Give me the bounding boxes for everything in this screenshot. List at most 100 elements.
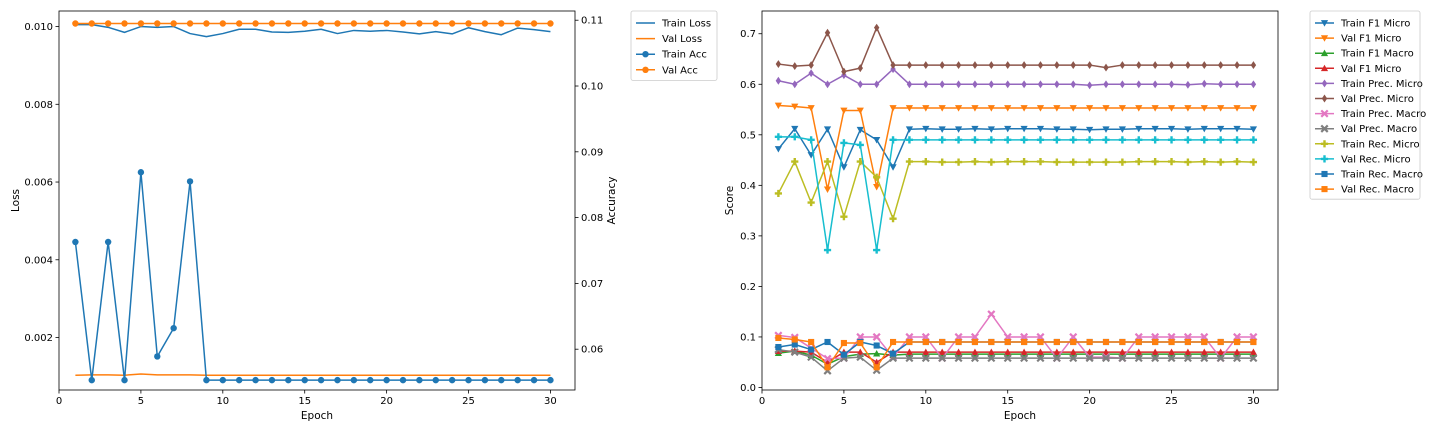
data-point-shape bbox=[906, 80, 913, 89]
data-point bbox=[971, 338, 979, 346]
data-point bbox=[1070, 61, 1076, 70]
data-point bbox=[1135, 338, 1142, 346]
data-point-shape bbox=[987, 354, 996, 363]
data-point bbox=[1118, 158, 1126, 166]
data-point-shape bbox=[219, 376, 227, 384]
data-point-shape bbox=[938, 126, 946, 133]
data-point-shape bbox=[547, 376, 554, 384]
data-point bbox=[268, 376, 276, 384]
legend-marker bbox=[1321, 186, 1328, 193]
data-point bbox=[791, 341, 798, 348]
data-point bbox=[1037, 61, 1044, 70]
x-axis-label: Epoch bbox=[301, 410, 333, 422]
data-point bbox=[1135, 136, 1143, 144]
data-point-shape bbox=[922, 157, 930, 166]
data-point-shape bbox=[1053, 136, 1061, 144]
legend-marker bbox=[642, 51, 649, 58]
data-point-shape bbox=[972, 80, 978, 89]
data-point bbox=[1135, 348, 1143, 355]
data-point-shape bbox=[448, 20, 456, 27]
data-point bbox=[367, 20, 374, 27]
data-point bbox=[448, 376, 456, 384]
data-point bbox=[840, 164, 848, 171]
data-point bbox=[1086, 105, 1094, 112]
data-point-shape bbox=[840, 339, 847, 347]
x-tick-label: 10 bbox=[216, 396, 229, 407]
data-point bbox=[268, 20, 276, 27]
data-point bbox=[1217, 348, 1225, 355]
data-point-shape bbox=[1152, 80, 1158, 89]
data-point-shape bbox=[988, 80, 995, 89]
data-point bbox=[1135, 105, 1143, 112]
data-point bbox=[873, 173, 881, 181]
data-point-shape bbox=[219, 20, 227, 27]
data-point-shape bbox=[1201, 61, 1207, 70]
data-point bbox=[775, 60, 782, 69]
data-point bbox=[1005, 61, 1011, 70]
data-point-shape bbox=[1004, 348, 1012, 355]
data-point-shape bbox=[1119, 61, 1126, 70]
data-point bbox=[1085, 354, 1094, 363]
data-point-shape bbox=[481, 376, 489, 384]
data-point-shape bbox=[905, 126, 914, 133]
legend-marker-shape bbox=[1321, 170, 1328, 178]
y-tick-label: 0.002 bbox=[24, 333, 53, 344]
data-point bbox=[791, 336, 798, 343]
data-point bbox=[939, 61, 945, 70]
data-point-shape bbox=[1118, 158, 1126, 166]
data-point bbox=[317, 376, 325, 384]
data-point-shape bbox=[873, 23, 880, 32]
data-point bbox=[1118, 136, 1126, 144]
data-point-shape bbox=[1053, 338, 1060, 346]
y2-axis-label: Accuracy bbox=[606, 177, 618, 225]
legend-entry: Val F1 Micro bbox=[1341, 34, 1401, 45]
data-point-shape bbox=[1168, 61, 1175, 70]
y2-tick-label: 0.07 bbox=[581, 279, 603, 290]
data-point bbox=[955, 338, 962, 346]
data-point-shape bbox=[1036, 348, 1045, 355]
legend-marker-shape bbox=[1320, 49, 1329, 57]
data-point bbox=[1217, 136, 1225, 144]
data-point-shape bbox=[1135, 125, 1143, 133]
data-point-shape bbox=[1234, 61, 1240, 70]
data-point-shape bbox=[383, 376, 390, 384]
data-point bbox=[922, 136, 930, 144]
data-point-shape bbox=[1167, 157, 1176, 166]
data-point bbox=[498, 20, 505, 27]
data-point-shape bbox=[1053, 158, 1061, 166]
data-point bbox=[791, 133, 799, 141]
legend-marker-shape bbox=[642, 66, 649, 74]
legend-marker-shape bbox=[1320, 20, 1329, 27]
data-point bbox=[905, 105, 914, 112]
y-axis-label: Score bbox=[724, 186, 736, 215]
data-point-shape bbox=[514, 376, 521, 384]
data-point-shape bbox=[792, 80, 798, 89]
data-point-shape bbox=[971, 348, 979, 355]
data-point bbox=[465, 376, 472, 384]
data-point-shape bbox=[906, 338, 913, 346]
data-point bbox=[1086, 126, 1094, 134]
data-point-shape bbox=[252, 376, 259, 384]
data-point bbox=[856, 107, 864, 115]
data-point bbox=[203, 376, 210, 384]
data-point bbox=[1021, 80, 1027, 89]
y-tick-label: 0.6 bbox=[740, 80, 756, 91]
data-point-shape bbox=[906, 61, 913, 70]
data-point bbox=[547, 20, 554, 27]
data-point-shape bbox=[1151, 105, 1159, 112]
data-point-shape bbox=[987, 348, 995, 355]
data-point bbox=[547, 376, 554, 384]
data-point bbox=[824, 80, 831, 89]
data-point bbox=[301, 20, 308, 27]
data-point bbox=[987, 158, 995, 166]
data-point bbox=[1185, 80, 1191, 89]
data-point bbox=[938, 136, 946, 144]
data-point bbox=[235, 376, 243, 384]
data-point-shape bbox=[905, 348, 914, 355]
data-point bbox=[791, 103, 799, 111]
data-point bbox=[121, 20, 128, 27]
data-point-shape bbox=[774, 102, 782, 110]
data-point-shape bbox=[1234, 80, 1240, 89]
data-point bbox=[88, 376, 95, 384]
data-point bbox=[922, 105, 930, 112]
